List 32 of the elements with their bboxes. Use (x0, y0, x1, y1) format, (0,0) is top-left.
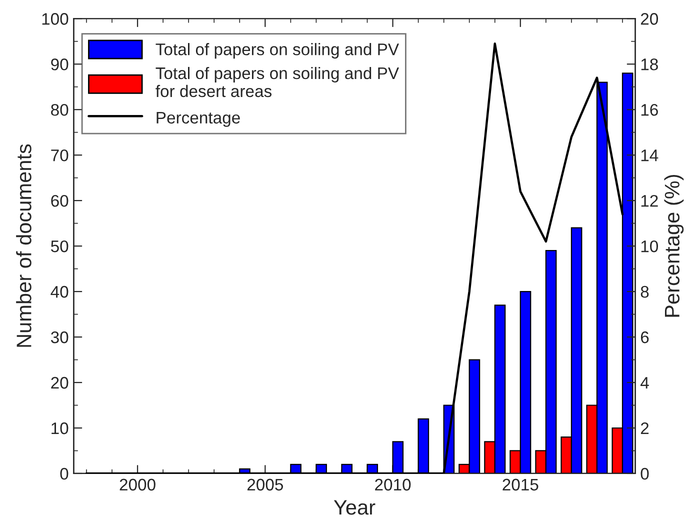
y-axis-title: Number of documents (16, 144, 32, 347)
y-tick-label: 90 (51, 58, 68, 70)
y2-tick-label: 2 (640, 422, 649, 434)
legend-label: Total of papers on soiling and PV for desert areas (156, 66, 399, 98)
y-tick-label: 80 (51, 104, 68, 116)
y2-tick-label: 16 (641, 104, 658, 116)
legend-label: Total of papers on soiling and PV (156, 43, 399, 59)
x-tick-label: 2000 (120, 478, 156, 491)
y-tick-label: 70 (51, 149, 68, 162)
y2-axis-title: Percentage (%) (664, 174, 684, 317)
legend-label: Percentage (156, 112, 240, 127)
y-tick-label: 60 (51, 194, 68, 207)
x-axis-title: Year (334, 500, 376, 515)
x-tick-label: 2015 (502, 478, 538, 491)
y2-tick-label: 4 (640, 377, 649, 389)
y-tick-label: 20 (51, 376, 68, 389)
y2-tick-label: 12 (641, 194, 658, 207)
y2-tick-label: 10 (641, 240, 658, 252)
y2-tick-label: 8 (640, 286, 649, 298)
y-tick-label: 100 (42, 13, 68, 25)
y-tick-label: 0 (60, 468, 68, 480)
y2-tick-label: 14 (641, 150, 658, 162)
y2-tick-label: 20 (640, 13, 658, 25)
y2-tick-label: 18 (641, 58, 658, 70)
y-tick-label: 50 (50, 240, 68, 252)
x-tick-label: 2010 (375, 478, 411, 491)
y2-tick-label: 6 (640, 331, 649, 344)
y-tick-label: 10 (52, 422, 68, 434)
y2-tick-label: 0 (640, 468, 649, 480)
y-tick-label: 40 (50, 286, 68, 298)
y-tick-label: 30 (50, 331, 68, 344)
x-tick-label: 2005 (247, 478, 283, 491)
